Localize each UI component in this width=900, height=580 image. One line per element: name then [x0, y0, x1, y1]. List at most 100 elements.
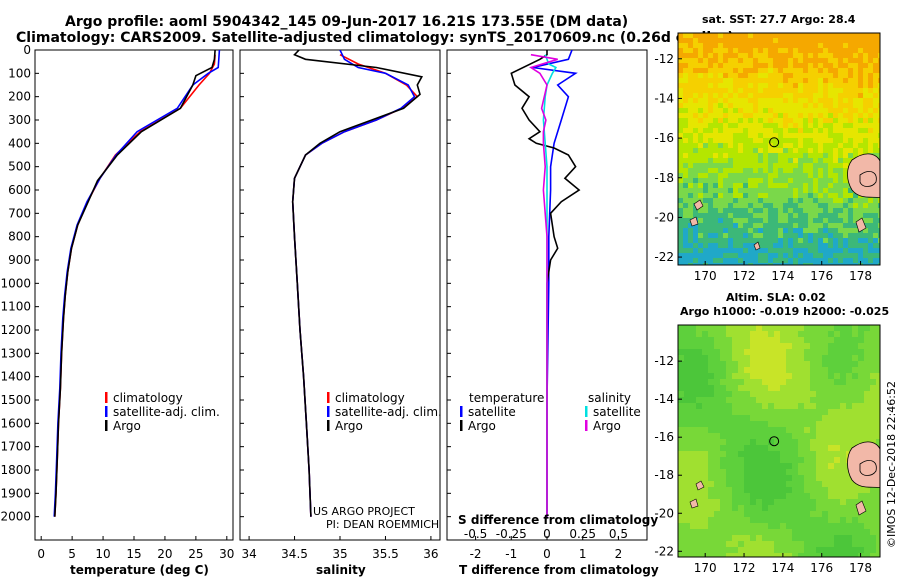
map-cell [708, 163, 714, 169]
map-cell [690, 505, 697, 512]
map-cell [690, 553, 697, 557]
map-cell [708, 213, 714, 219]
map-cell [738, 203, 744, 209]
map-cell [738, 457, 745, 464]
series-line-argo [54, 50, 216, 517]
map-cell [858, 203, 864, 209]
map-cell [763, 48, 769, 54]
map-cell [853, 83, 859, 89]
map-cell [696, 385, 703, 392]
map-cell [738, 93, 744, 99]
map-cell [798, 48, 804, 54]
map-cell [690, 439, 697, 446]
map-cell [822, 475, 829, 482]
map-cell [744, 457, 751, 464]
map-cell [688, 128, 694, 134]
map-cell [838, 228, 844, 234]
map-cell [876, 361, 880, 368]
map-cell [828, 213, 834, 219]
map-cell [703, 158, 709, 164]
map-cell [873, 218, 879, 224]
map-cell [678, 153, 684, 159]
map-cell [738, 541, 745, 548]
map-cell [840, 325, 847, 332]
map-cell [678, 469, 685, 476]
map-cell [703, 243, 709, 249]
map-cell [748, 158, 754, 164]
map-cell [843, 53, 849, 59]
map-cell [756, 523, 763, 530]
map-cell [713, 43, 719, 49]
map-cell [864, 415, 871, 422]
map-cell [696, 535, 703, 542]
map-cell [708, 78, 714, 84]
map-cell [793, 263, 799, 265]
map-cell [738, 433, 745, 440]
map-cell [823, 168, 829, 174]
map-cell [762, 529, 769, 536]
sst-map-image [678, 33, 880, 265]
map-cell [768, 367, 775, 374]
map-cell [768, 133, 774, 139]
map-cell [803, 168, 809, 174]
map-cell [778, 253, 784, 259]
map-cell [846, 475, 853, 482]
map-cell [738, 143, 744, 149]
map-cell [848, 238, 854, 244]
map-cell [783, 103, 789, 109]
map-cell [753, 38, 759, 44]
map-cell [732, 439, 739, 446]
legend-swatch-s-satellite [585, 406, 588, 417]
map-cell [864, 499, 871, 506]
map-cell [708, 397, 715, 404]
map-cell [843, 138, 849, 144]
map-cell [758, 123, 764, 129]
map-cell [763, 258, 769, 264]
map-cell [714, 517, 721, 524]
map-cell [720, 367, 727, 374]
map-cell [768, 203, 774, 209]
map-cell [720, 481, 727, 488]
depth-tick-label: 700 [8, 206, 31, 220]
map-cell [693, 138, 699, 144]
map-cell [714, 511, 721, 518]
map-cell [756, 457, 763, 464]
map-cell [813, 208, 819, 214]
map-cell [808, 178, 814, 184]
map-cell [768, 173, 774, 179]
map-cell [756, 415, 763, 422]
map-cell [768, 113, 774, 119]
map-cell [738, 223, 744, 229]
map-cell [773, 83, 779, 89]
map-cell [768, 178, 774, 184]
map-cell [863, 228, 869, 234]
map-cell [690, 361, 697, 368]
difference-legend: temperature satellite Argo salinity sate… [460, 391, 641, 433]
map-cell [773, 128, 779, 134]
map-cell [852, 421, 859, 428]
map-cell [774, 427, 781, 434]
map-cell [698, 143, 704, 149]
map-cell [788, 38, 794, 44]
map-cell [804, 487, 811, 494]
map-cell [804, 517, 811, 524]
map-cell [828, 98, 834, 104]
map-cell [684, 373, 691, 380]
map-cell [738, 361, 745, 368]
map-cell [838, 178, 844, 184]
map-cell [873, 98, 879, 104]
map-cell [876, 529, 880, 536]
map-lat-label: -16 [654, 131, 674, 145]
map-cell [870, 367, 877, 374]
map-cell [840, 505, 847, 512]
map-cell [753, 68, 759, 74]
map-cell [798, 88, 804, 94]
map-cell [864, 553, 871, 557]
map-cell [733, 213, 739, 219]
map-cell [758, 243, 764, 249]
map-cell [823, 183, 829, 189]
map-cell [822, 439, 829, 446]
map-cell [718, 118, 724, 124]
map-cell [750, 349, 757, 356]
map-cell [678, 349, 685, 356]
